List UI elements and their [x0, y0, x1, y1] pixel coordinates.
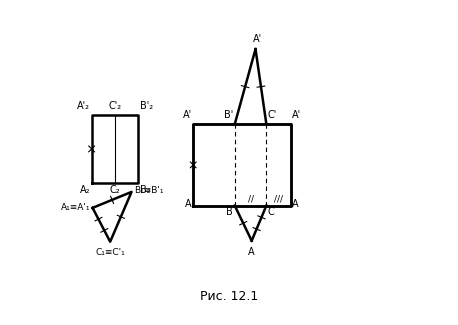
Text: //: // — [248, 195, 254, 204]
Text: A': A' — [182, 110, 191, 120]
Text: B₂: B₂ — [140, 185, 150, 195]
Text: A: A — [248, 247, 255, 257]
Text: A₁≡A'₁: A₁≡A'₁ — [60, 203, 90, 212]
Text: C₂: C₂ — [109, 185, 120, 195]
Text: A: A — [185, 199, 191, 209]
Text: ///: /// — [274, 195, 283, 204]
Text: A': A' — [292, 110, 301, 120]
Text: A'₂: A'₂ — [77, 101, 90, 111]
Text: C': C' — [268, 110, 277, 120]
Text: A: A — [292, 199, 299, 209]
Text: C'₂: C'₂ — [109, 101, 121, 111]
Text: A₂: A₂ — [80, 185, 90, 195]
Text: C₁≡C'₁: C₁≡C'₁ — [95, 248, 125, 257]
Text: B₁≡B'₁: B₁≡B'₁ — [134, 186, 164, 195]
Text: Рис. 12.1: Рис. 12.1 — [200, 290, 258, 303]
Text: B': B' — [224, 110, 233, 120]
Text: B: B — [226, 207, 233, 217]
Text: B'₂: B'₂ — [140, 101, 153, 111]
Text: C: C — [268, 207, 275, 217]
Text: A': A' — [252, 34, 262, 44]
